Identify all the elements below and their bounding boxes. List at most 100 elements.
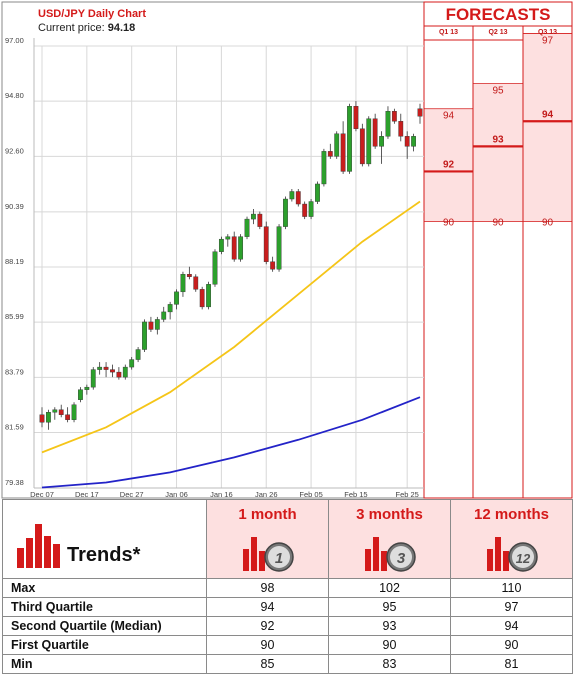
current-price-value: 94.18 (107, 22, 136, 34)
table-row: Min 85 83 81 (2, 654, 573, 674)
candle-body (122, 366, 128, 378)
header-1-month: 1 month 1 (206, 499, 329, 579)
candle-body (174, 291, 179, 305)
candle-body (315, 183, 320, 202)
forecast-range (473, 83, 523, 222)
candle-body (116, 371, 122, 378)
candle-body (110, 369, 115, 373)
row-label: Second Quartile (Median) (2, 616, 207, 636)
forecasts-title: FORECASTS (445, 5, 551, 24)
calendar-3-icon: 3 (364, 537, 416, 572)
x-tick-label: Dec 17 (75, 490, 99, 499)
current-price: Current price: 94.18 (38, 22, 135, 34)
moving-averages (41, 200, 421, 489)
trends-label: Trends* (67, 544, 141, 566)
y-tick-label: 97.00 (5, 36, 24, 45)
row-label: Max (2, 578, 207, 598)
icon-number-12: 12 (515, 551, 530, 566)
candle-body (391, 111, 397, 122)
table-cell: 97 (450, 597, 573, 617)
candle-body (65, 414, 71, 420)
candle-body (231, 236, 237, 260)
candle-body (347, 106, 352, 172)
candle-body (167, 304, 173, 313)
candle-body (244, 218, 250, 237)
forecast-level-label: 95 (492, 86, 504, 97)
header-3-months-label: 3 months (356, 506, 423, 523)
candle-body (417, 108, 423, 117)
bar-chart-icon (17, 524, 60, 568)
chart-title: USD/JPY Daily Chart (38, 8, 147, 20)
table-row: Third Quartile 94 95 97 (2, 597, 573, 617)
candle-body (238, 236, 244, 260)
candle-body (334, 133, 340, 157)
quarter-header-q3: Q3 13 (537, 29, 558, 36)
candle-body (135, 349, 141, 360)
forecast-level-label: 90 (492, 218, 504, 229)
candle-body (295, 191, 301, 205)
candle-body (404, 136, 410, 147)
candle-body (58, 409, 64, 415)
table-cell: 94 (206, 597, 329, 617)
trends-header-row: Trends* 1 month 1 3 months 3 12 months (2, 499, 573, 579)
candle-body (103, 366, 109, 370)
candle-body (379, 136, 384, 147)
candle-body (283, 198, 288, 227)
candle-body (225, 236, 231, 240)
y-tick-label: 94.80 (5, 91, 24, 100)
y-tick-label: 79.38 (5, 478, 24, 487)
candle-body (90, 369, 96, 388)
candle-body (385, 111, 391, 137)
candle-body (340, 133, 346, 172)
candle-body (212, 251, 218, 285)
table-cell: 85 (206, 654, 329, 674)
candle-body (161, 311, 167, 320)
candle-body (129, 359, 135, 368)
candle-body (154, 319, 160, 330)
current-price-label: Current price: (38, 22, 105, 34)
candle-body (372, 118, 378, 147)
y-tick-label: 88.19 (5, 257, 24, 266)
row-label: Third Quartile (2, 597, 207, 617)
table-cell: 92 (206, 616, 329, 636)
table-cell: 90 (450, 635, 573, 655)
candle-body (359, 128, 365, 165)
header-3-months: 3 months 3 (328, 499, 451, 579)
candle-body (46, 412, 51, 423)
header-1-month-label: 1 month (238, 506, 297, 523)
calendar-1-icon: 1 (242, 537, 294, 572)
calendar-12-icon: 12 (486, 537, 538, 572)
row-label: Min (2, 654, 207, 674)
candle-body (199, 289, 205, 308)
x-tick-label: Feb 25 (396, 490, 419, 499)
candle-body (193, 276, 199, 290)
y-tick-label: 81.59 (5, 423, 24, 432)
x-axis-ticks: Dec 07 Dec 17 Dec 27 Jan 06 Jan 16 Jan 26 Feb … (30, 490, 419, 499)
table-cell: 110 (450, 578, 573, 598)
forecast-range (523, 33, 572, 222)
x-tick-label: Dec 27 (120, 490, 144, 499)
forecast-level-label: 97 (542, 35, 554, 46)
candle-body (289, 191, 295, 200)
candle-body (142, 321, 147, 350)
table-cell: 90 (206, 635, 329, 655)
candle-body (366, 118, 372, 165)
table-row: Second Quartile (Median) 92 93 94 (2, 616, 573, 636)
candle-body (276, 226, 282, 270)
candles (39, 101, 423, 430)
table-cell: 94 (450, 616, 573, 636)
icon-number-1: 1 (274, 550, 282, 567)
x-tick-label: Feb 15 (344, 490, 367, 499)
candle-body (251, 213, 256, 220)
quarter-header-q2: Q2 13 (488, 29, 508, 36)
forecast-level-label: 90 (443, 218, 455, 229)
candle-body (398, 121, 404, 137)
x-tick-label: Feb 05 (299, 490, 322, 499)
table-cell: 93 (328, 616, 451, 636)
candle-body (321, 151, 327, 185)
header-12-months: 12 months 12 (450, 499, 573, 579)
candle-body (186, 274, 192, 277)
moving-average-blue (41, 396, 421, 489)
x-tick-label: Jan 26 (255, 490, 278, 499)
candle-body (148, 321, 154, 330)
